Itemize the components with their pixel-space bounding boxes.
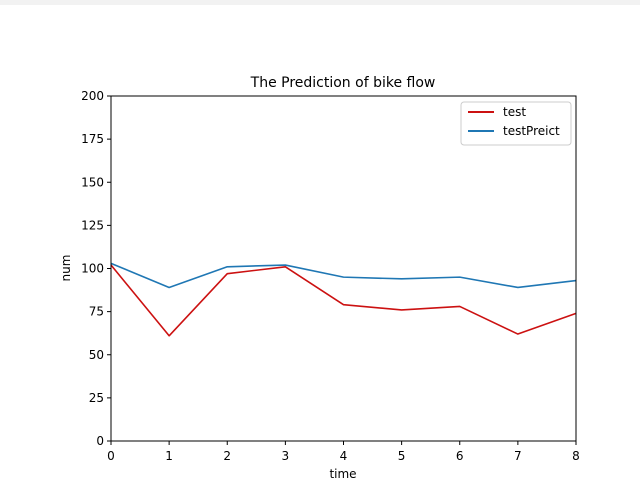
- series-line-testpreict: [110, 262, 577, 289]
- x-tick-label: 0: [107, 449, 115, 463]
- y-tick-label: 0: [96, 434, 104, 448]
- y-tick-label: 100: [81, 262, 104, 276]
- y-tick-label: 175: [81, 132, 104, 146]
- legend: test testPreict: [460, 101, 572, 146]
- x-tick-label: 6: [456, 449, 464, 463]
- plot-area: [111, 96, 576, 441]
- y-axis-label: num: [59, 255, 73, 282]
- y-tick-label: 50: [89, 348, 104, 362]
- x-tick-label: 5: [398, 449, 406, 463]
- legend-label-test: test: [503, 105, 526, 119]
- top-strip: [0, 0, 640, 5]
- series-line-test: [110, 264, 577, 337]
- x-tick-label: 7: [514, 449, 522, 463]
- y-tick-label: 150: [81, 175, 104, 189]
- x-tick-label: 8: [572, 449, 580, 463]
- x-axis-label: time: [329, 467, 356, 481]
- y-tick-label: 125: [81, 218, 104, 232]
- legend-label-testpreict: testPreict: [503, 124, 560, 138]
- x-tick-label: 3: [282, 449, 290, 463]
- y-tick-label: 25: [89, 391, 104, 405]
- x-tick-label: 1: [165, 449, 173, 463]
- x-tick-label: 4: [340, 449, 348, 463]
- y-tick-label: 75: [89, 305, 104, 319]
- chart-title: The Prediction of bike flow: [250, 75, 436, 91]
- x-tick-label: 2: [223, 449, 231, 463]
- y-tick-label: 200: [81, 89, 104, 103]
- plot-frame: [110, 95, 577, 442]
